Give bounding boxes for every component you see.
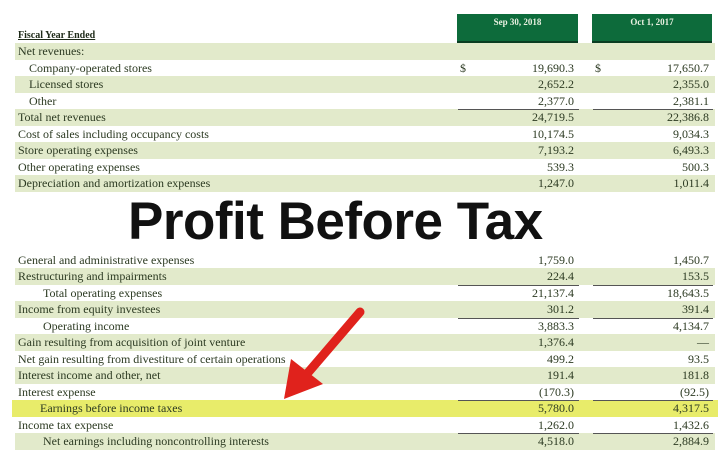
column-header-2017: Oct 1, 2017 bbox=[592, 14, 712, 43]
row-label: Income tax expense bbox=[18, 417, 114, 432]
value-2017: 9,034.3 bbox=[673, 126, 709, 141]
row-label: Store operating expenses bbox=[18, 143, 138, 157]
value-2017: 1,011.4 bbox=[673, 176, 709, 190]
subtotal-rule bbox=[458, 433, 579, 434]
table-row: Net revenues: bbox=[15, 43, 715, 60]
value-2018: 7,193.2 bbox=[538, 143, 574, 157]
table-row: Income tax expense 1,262.0 1,432.6 bbox=[15, 417, 715, 434]
value-2018: 5,780.0 bbox=[538, 401, 574, 415]
subtotal-rule bbox=[593, 433, 713, 434]
value-2018: 301.2 bbox=[547, 302, 574, 316]
table-row: General and administrative expenses 1,759… bbox=[15, 252, 715, 269]
row-label: Interest income and other, net bbox=[18, 368, 161, 382]
row-label: General and administrative expenses bbox=[18, 252, 195, 267]
table-row: Depreciation and amortization expenses 1,… bbox=[15, 175, 715, 192]
value-2018: 1,759.0 bbox=[538, 252, 574, 267]
value-2018: 21,137.4 bbox=[532, 285, 574, 300]
value-2018: 224.4 bbox=[547, 269, 574, 283]
row-label: Net earnings including noncontrolling in… bbox=[43, 434, 269, 448]
row-label: Interest expense bbox=[18, 384, 96, 399]
table-row: Store operating expenses 7,193.2 6,493.3 bbox=[15, 142, 715, 159]
subtotal-rule bbox=[593, 317, 713, 319]
value-2018: 539.3 bbox=[547, 159, 574, 174]
table-row: Cost of sales including occupancy costs 1… bbox=[15, 126, 715, 143]
subtotal-rule bbox=[458, 109, 579, 110]
value-2017: 1,450.7 bbox=[673, 252, 709, 267]
value-2017: 181.8 bbox=[682, 368, 709, 382]
row-label: Net revenues: bbox=[18, 44, 85, 58]
value-2018: 19,690.3 bbox=[532, 60, 574, 75]
value-2017: 1,432.6 bbox=[673, 417, 709, 432]
table-row: Total net revenues 24,719.5 22,386.8 bbox=[15, 109, 715, 126]
row-label: Licensed stores bbox=[29, 77, 104, 91]
value-2018: 1,262.0 bbox=[538, 417, 574, 432]
column-header-2018: Sep 30, 2018 bbox=[457, 14, 578, 43]
value-2018: (170.3) bbox=[539, 384, 574, 399]
value-2017: 4,317.5 bbox=[673, 401, 709, 415]
row-label: Other operating expenses bbox=[18, 159, 140, 174]
value-2018: 2,377.0 bbox=[538, 93, 574, 108]
value-2017: 2,381.1 bbox=[673, 93, 709, 108]
value-2017: 153.5 bbox=[682, 269, 709, 283]
value-2017: 18,643.5 bbox=[667, 285, 709, 300]
value-2018: 499.2 bbox=[547, 351, 574, 366]
row-label: Restructuring and impairments bbox=[18, 269, 167, 283]
subtotal-rule bbox=[458, 284, 579, 286]
table-row: Gain resulting from acquisition of joint… bbox=[15, 334, 715, 351]
value-2017: 93.5 bbox=[688, 351, 709, 366]
row-label: Total operating expenses bbox=[43, 285, 163, 300]
value-2018: 1,247.0 bbox=[538, 176, 574, 190]
table-row: Total operating expenses 21,137.4 18,643.5 bbox=[15, 284, 715, 302]
value-2017: 2,884.9 bbox=[673, 434, 709, 448]
fiscal-year-label: Fiscal Year Ended bbox=[18, 30, 96, 41]
value-2018: 10,174.5 bbox=[532, 126, 574, 141]
table-row: Interest expense (170.3) (92.5) bbox=[15, 384, 715, 401]
value-2017: 500.3 bbox=[682, 159, 709, 174]
table-row: Licensed stores 2,652.2 2,355.0 bbox=[15, 76, 715, 93]
value-2018: 3,883.3 bbox=[538, 318, 574, 333]
value-2017: 391.4 bbox=[682, 302, 709, 316]
row-label: Earnings before income taxes bbox=[40, 401, 183, 415]
row-label: Other bbox=[29, 93, 57, 108]
currency-symbol: $ bbox=[460, 60, 466, 75]
subtotal-rule bbox=[458, 400, 579, 401]
row-label: Net gain resulting from divestiture of c… bbox=[18, 351, 286, 366]
currency-symbol: $ bbox=[595, 60, 601, 75]
value-2018: 191.4 bbox=[547, 368, 574, 382]
value-2018: 2,652.2 bbox=[538, 77, 574, 91]
table-row: Other operating expenses 539.3 500.3 bbox=[15, 159, 715, 176]
table-row: Interest income and other, net 191.4 181.8 bbox=[15, 367, 715, 384]
subtotal-rule bbox=[593, 109, 713, 110]
value-2017: 17,650.7 bbox=[667, 60, 709, 75]
value-2018: 24,719.5 bbox=[532, 110, 574, 124]
value-2018: 4,518.0 bbox=[538, 434, 574, 448]
subtotal-rule bbox=[458, 317, 579, 319]
table-row: Operating income 3,883.3 4,134.7 bbox=[15, 317, 715, 335]
row-label: Depreciation and amortization expenses bbox=[18, 176, 211, 190]
row-label: Income from equity investees bbox=[18, 302, 161, 316]
table-row: Net earnings including noncontrolling in… bbox=[15, 433, 715, 450]
value-2017: 2,355.0 bbox=[673, 77, 709, 91]
row-label: Cost of sales including occupancy costs bbox=[18, 126, 209, 141]
table-row: Other 2,377.0 2,381.1 bbox=[15, 93, 715, 110]
row-label: Operating income bbox=[43, 318, 130, 333]
table-row: Restructuring and impairments 224.4 153.5 bbox=[15, 268, 715, 285]
highlighted-table-row: Earnings before income taxes 5,780.0 4,317… bbox=[12, 400, 718, 417]
table-row: Company-operated stores $ $19,690.3 17,650.… bbox=[15, 60, 715, 77]
value-2017: (92.5) bbox=[680, 384, 709, 399]
value-2018: 1,376.4 bbox=[538, 335, 574, 349]
value-2017: 4,134.7 bbox=[673, 318, 709, 333]
profit-before-tax-overlay: Profit Before Tax bbox=[128, 192, 543, 251]
subtotal-rule bbox=[593, 284, 713, 286]
table-row: Net gain resulting from divestiture of c… bbox=[15, 351, 715, 368]
table-row: Income from equity investees 301.2 391.4 bbox=[15, 301, 715, 318]
row-label: Company-operated stores bbox=[29, 60, 152, 75]
row-label: Total net revenues bbox=[18, 110, 106, 124]
value-2017: 22,386.8 bbox=[667, 110, 709, 124]
value-2017: 6,493.3 bbox=[673, 143, 709, 157]
subtotal-rule bbox=[593, 400, 713, 401]
row-label: Gain resulting from acquisition of joint… bbox=[18, 335, 246, 349]
value-2017: — bbox=[697, 335, 709, 349]
